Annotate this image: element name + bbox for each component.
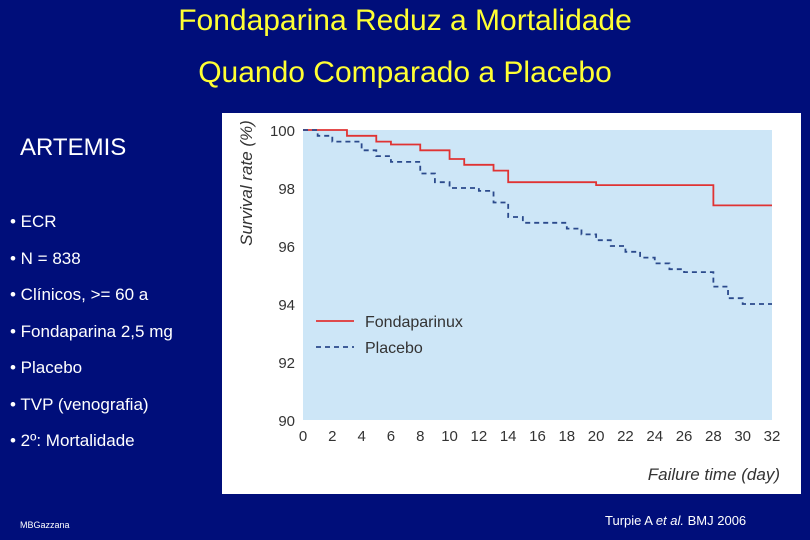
x-tick-label: 8 <box>416 428 424 445</box>
legend-label-placebo: Placebo <box>365 340 423 357</box>
x-tick-label: 22 <box>617 428 634 445</box>
y-tick-label: 96 <box>278 239 295 256</box>
plot-area <box>303 130 772 420</box>
x-tick-label: 18 <box>558 428 575 445</box>
x-tick-label: 24 <box>646 428 663 445</box>
x-tick-label: 10 <box>441 428 458 445</box>
bullet-item: • Clínicos, >= 60 a <box>10 285 149 304</box>
citation-suffix: BMJ 2006 <box>684 513 747 528</box>
x-tick-label: 26 <box>676 428 693 445</box>
x-tick-label: 30 <box>734 428 751 445</box>
author-credit: MBGazzana <box>20 520 70 530</box>
y-tick-label: 94 <box>278 297 295 314</box>
x-tick-label: 4 <box>357 428 365 445</box>
study-name: ARTEMIS <box>20 134 127 161</box>
y-axis-label: Survival rate (%) <box>237 120 256 246</box>
bullet-item: • N = 838 <box>10 248 81 268</box>
slide-title-line2: Quando Comparado a Placebo <box>198 56 612 89</box>
series-line-fondaparinux <box>303 129 772 207</box>
x-tick-label: 14 <box>500 428 517 445</box>
citation: Turpie A et al. BMJ 2006 <box>605 513 746 528</box>
x-axis-label: Failure time (day) <box>648 465 780 484</box>
citation-etal: et al. <box>655 513 685 528</box>
x-tick-label: 0 <box>299 428 307 445</box>
x-tick-label: 28 <box>705 428 722 445</box>
bullet-item: • TVP (venografia) <box>10 394 149 414</box>
bullet-item: • Fondaparina 2,5 mg <box>10 321 173 341</box>
y-tick-label: 98 <box>278 181 295 198</box>
bullet-list: • ECR • N = 838 • Clínicos, >= 60 a • Fo… <box>10 210 173 466</box>
x-tick-label: 16 <box>529 428 546 445</box>
y-tick-label: 90 <box>278 413 295 430</box>
bullet-item: • Placebo <box>10 358 83 377</box>
citation-prefix: Turpie A <box>605 513 656 528</box>
legend: Fondaparinux Placebo <box>316 314 463 357</box>
chart-panel: 90 92 94 96 98 100 0 2 4 6 8 10 12 14 16 18 20 22 24 26 28 3… <box>222 113 801 494</box>
series-line-placebo <box>303 129 772 305</box>
x-tick-label: 6 <box>387 428 395 445</box>
bullet-item: • ECR <box>10 212 57 231</box>
legend-label-fondaparinux: Fondaparinux <box>365 314 463 331</box>
x-tick-label: 2 <box>328 428 336 445</box>
x-tick-label: 12 <box>471 428 488 445</box>
y-tick-label: 100 <box>270 123 295 140</box>
x-tick-label: 20 <box>588 428 605 445</box>
y-tick-label: 92 <box>278 355 295 372</box>
bullet-item: • 2º: Mortalidade <box>10 431 135 450</box>
x-tick-label: 32 <box>764 428 781 445</box>
slide-title-line1: Fondaparina Reduz a Mortalidade <box>178 4 632 37</box>
